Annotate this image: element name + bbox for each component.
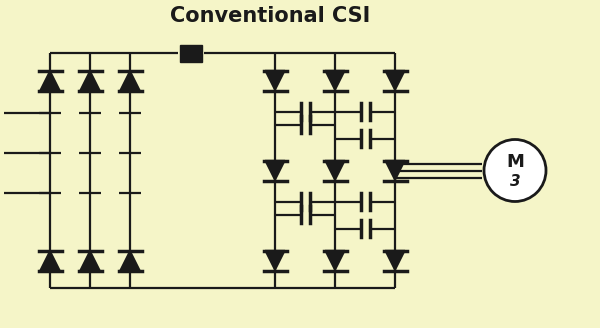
Text: 3: 3 [509,174,520,189]
Polygon shape [325,251,345,271]
Polygon shape [265,71,285,91]
Text: Conventional CSI: Conventional CSI [170,6,370,26]
Polygon shape [265,160,285,180]
Polygon shape [80,251,100,271]
Polygon shape [40,251,60,271]
Polygon shape [80,71,100,91]
Bar [180,45,202,62]
Polygon shape [40,71,60,91]
Polygon shape [120,71,140,91]
Polygon shape [120,251,140,271]
Polygon shape [385,71,405,91]
Polygon shape [265,251,285,271]
Polygon shape [385,251,405,271]
Text: M: M [506,153,524,171]
Polygon shape [325,160,345,180]
Polygon shape [325,71,345,91]
Circle shape [484,139,546,201]
Polygon shape [385,160,405,180]
